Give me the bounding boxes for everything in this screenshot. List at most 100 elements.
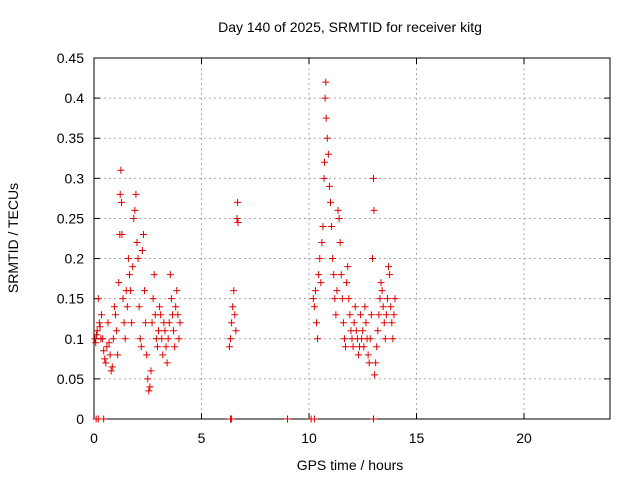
data-point	[162, 343, 170, 351]
data-point	[109, 335, 117, 343]
data-point	[132, 190, 140, 198]
data-point	[371, 371, 379, 379]
data-point	[383, 295, 391, 303]
data-point	[332, 311, 340, 319]
data-point	[136, 335, 144, 343]
chart-title: Day 140 of 2025, SRMTID for receiver kit…	[218, 19, 482, 35]
data-point	[142, 319, 150, 327]
data-point	[156, 303, 164, 311]
data-point	[349, 343, 357, 351]
data-point	[163, 359, 171, 367]
data-point	[311, 287, 319, 295]
data-point	[367, 311, 375, 319]
data-point	[133, 239, 141, 247]
data-point	[170, 327, 178, 335]
data-point	[368, 255, 376, 263]
data-point	[96, 323, 104, 331]
data-point	[148, 319, 156, 327]
data-point	[93, 331, 101, 339]
data-point	[159, 351, 167, 359]
data-point	[370, 174, 377, 182]
data-point	[322, 78, 330, 86]
data-point	[386, 271, 394, 279]
data-point	[375, 311, 383, 319]
data-point	[115, 279, 123, 287]
data-point	[94, 295, 102, 303]
data-point	[320, 174, 328, 182]
data-point	[357, 311, 365, 319]
data-point	[376, 295, 384, 303]
data-point	[360, 343, 368, 351]
data-point	[327, 198, 334, 206]
y-tick-label: 0.2	[65, 251, 85, 267]
data-point	[389, 335, 397, 343]
y-tick-label: 0	[76, 411, 84, 427]
data-point	[105, 339, 113, 347]
data-point	[102, 359, 110, 367]
data-point	[153, 343, 161, 351]
data-point	[116, 190, 124, 198]
data-point	[167, 295, 175, 303]
data-point	[225, 343, 233, 351]
data-points	[91, 78, 399, 423]
data-point	[145, 387, 153, 395]
data-point	[320, 158, 328, 166]
data-point	[328, 222, 336, 230]
data-point	[365, 359, 373, 367]
data-point	[359, 327, 367, 335]
data-point	[143, 351, 151, 359]
data-point	[228, 415, 236, 423]
data-point	[322, 114, 330, 122]
plot-frame	[93, 57, 611, 420]
data-point	[100, 347, 108, 355]
data-point	[385, 263, 393, 271]
y-tick-label: 0.15	[57, 291, 84, 307]
data-point	[172, 303, 180, 311]
data-point	[350, 319, 358, 327]
data-point	[166, 271, 174, 279]
data-point	[134, 255, 142, 263]
data-point	[227, 335, 235, 343]
data-point	[228, 319, 236, 327]
data-point	[321, 94, 329, 102]
data-point	[370, 415, 377, 423]
x-tick-label: 5	[198, 430, 206, 446]
data-point	[361, 303, 369, 311]
data-point	[388, 319, 396, 327]
y-tick-label: 0.45	[57, 50, 84, 66]
data-point	[334, 206, 342, 214]
data-point	[232, 327, 240, 335]
data-point	[324, 150, 332, 158]
data-point	[340, 335, 348, 343]
data-point	[118, 198, 126, 206]
data-point	[318, 239, 326, 247]
data-point	[380, 319, 388, 327]
x-tick-label: 10	[301, 430, 317, 446]
data-point	[176, 319, 184, 327]
data-point	[125, 271, 133, 279]
y-tick-label: 0.3	[65, 170, 85, 186]
data-point	[164, 335, 172, 343]
data-point	[131, 206, 139, 214]
data-point	[323, 134, 331, 142]
data-point	[344, 263, 352, 271]
data-point	[331, 295, 339, 303]
data-point	[93, 327, 101, 335]
data-point	[310, 303, 318, 311]
x-tick-label: 20	[516, 430, 532, 446]
data-point	[113, 327, 121, 335]
data-point	[135, 303, 143, 311]
data-point	[155, 327, 162, 335]
data-point	[231, 311, 239, 319]
data-point	[123, 303, 131, 311]
data-point	[174, 311, 182, 319]
data-point	[110, 303, 118, 311]
data-point	[329, 255, 337, 263]
data-point	[335, 214, 343, 222]
data-point	[345, 295, 353, 303]
data-point	[108, 363, 116, 371]
data-point	[364, 351, 372, 359]
data-point	[382, 311, 390, 319]
data-point	[106, 351, 114, 359]
